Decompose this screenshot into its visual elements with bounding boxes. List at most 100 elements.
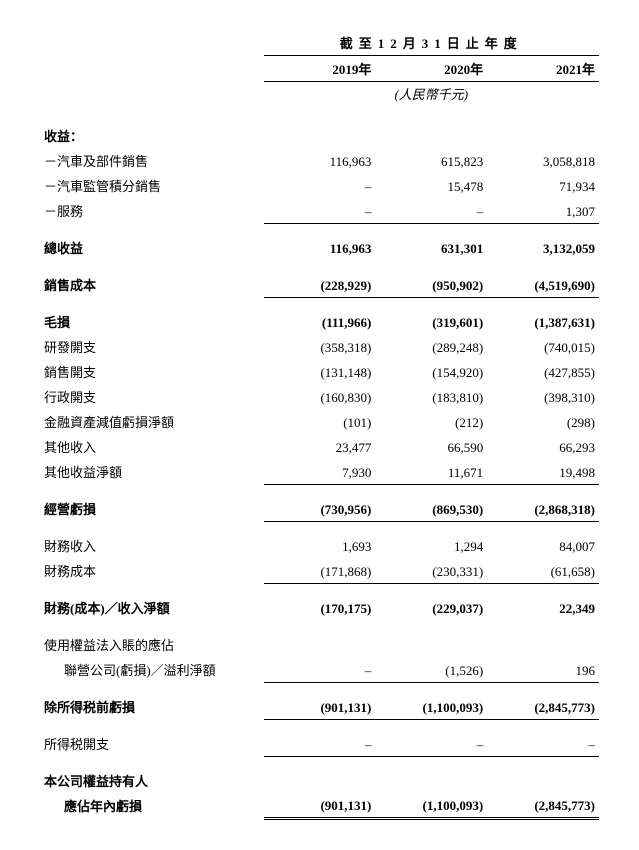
- table-row: 其他收益淨額7,93011,67119,498: [40, 459, 599, 484]
- row-value: (730,956): [264, 496, 376, 521]
- row-value: (170,175): [264, 595, 376, 620]
- row-label: －汽車監管積分銷售: [40, 173, 264, 198]
- table-row: [40, 583, 599, 595]
- period-title: 截至12月31日止年度: [264, 30, 599, 56]
- table-header: 截至12月31日止年度 2019年 2020年 2021年 (人民幣千元): [40, 30, 599, 111]
- row-value: (171,868): [264, 558, 376, 583]
- row-value: (1,387,631): [487, 309, 599, 334]
- row-value: (901,131): [264, 793, 376, 818]
- row-value: (2,845,773): [487, 694, 599, 719]
- row-label: 所得税開支: [40, 731, 264, 756]
- table-row: －汽車監管積分銷售–15,47871,934: [40, 173, 599, 198]
- table-row: 研發開支(358,318)(289,248)(740,015): [40, 334, 599, 359]
- row-value: 196: [487, 657, 599, 682]
- currency-unit: (人民幣千元): [264, 82, 599, 112]
- row-value: (319,601): [375, 309, 487, 334]
- table-row: －汽車及部件銷售116,963615,8233,058,818: [40, 148, 599, 173]
- row-value: –: [375, 731, 487, 756]
- row-value: 615,823: [375, 148, 487, 173]
- table-row: 所得税開支–––: [40, 731, 599, 756]
- row-value: (228,929): [264, 272, 376, 297]
- table-row: [40, 297, 599, 309]
- row-value: (901,131): [264, 694, 376, 719]
- row-value: 66,590: [375, 434, 487, 459]
- row-label: 應佔年內虧損: [40, 793, 264, 818]
- table-row: 除所得税前虧損(901,131)(1,100,093)(2,845,773): [40, 694, 599, 719]
- row-value: 116,963: [264, 235, 376, 260]
- row-label: 經營虧損: [40, 496, 264, 521]
- row-value: (61,658): [487, 558, 599, 583]
- table-row: 本公司權益持有人: [40, 768, 599, 793]
- row-label: 研發開支: [40, 334, 264, 359]
- row-value: [375, 768, 487, 793]
- row-label: 本公司權益持有人: [40, 768, 264, 793]
- table-row: 銷售成本(228,929)(950,902)(4,519,690): [40, 272, 599, 297]
- row-value: 7,930: [264, 459, 376, 484]
- row-value: 11,671: [375, 459, 487, 484]
- table-row: 財務收入1,6931,29484,007: [40, 533, 599, 558]
- table-row: 應佔年內虧損(901,131)(1,100,093)(2,845,773): [40, 793, 599, 818]
- row-value: 84,007: [487, 533, 599, 558]
- row-value: 19,498: [487, 459, 599, 484]
- row-label: 使用權益法入賬的應佔: [40, 632, 264, 657]
- row-value: 116,963: [264, 148, 376, 173]
- row-value: –: [264, 173, 376, 198]
- row-value: 71,934: [487, 173, 599, 198]
- row-value: (298): [487, 409, 599, 434]
- row-value: [487, 123, 599, 148]
- row-label: 財務收入: [40, 533, 264, 558]
- table-row: [40, 484, 599, 496]
- table-row: [40, 521, 599, 533]
- table-row: [40, 111, 599, 123]
- row-label: 行政開支: [40, 384, 264, 409]
- row-value: (4,519,690): [487, 272, 599, 297]
- row-label: －汽車及部件銷售: [40, 148, 264, 173]
- table-row: －服務––1,307: [40, 198, 599, 223]
- row-value: (101): [264, 409, 376, 434]
- row-value: [264, 123, 376, 148]
- row-value: (1,100,093): [375, 793, 487, 818]
- table-row: 經營虧損(730,956)(869,530)(2,868,318): [40, 496, 599, 521]
- row-label: 財務成本: [40, 558, 264, 583]
- row-value: –: [264, 198, 376, 223]
- row-value: 23,477: [264, 434, 376, 459]
- row-label: 毛損: [40, 309, 264, 334]
- table-row: [40, 223, 599, 235]
- row-value: (131,148): [264, 359, 376, 384]
- table-row: [40, 682, 599, 694]
- row-value: (289,248): [375, 334, 487, 359]
- row-value: 1,693: [264, 533, 376, 558]
- row-label: 收益：: [40, 123, 264, 148]
- row-value: (183,810): [375, 384, 487, 409]
- row-value: (950,902): [375, 272, 487, 297]
- row-value: [375, 632, 487, 657]
- row-value: (160,830): [264, 384, 376, 409]
- row-label: 銷售成本: [40, 272, 264, 297]
- row-label: 金融資產減值虧損淨額: [40, 409, 264, 434]
- table-row: 財務(成本)／收入淨額(170,175)(229,037)22,349: [40, 595, 599, 620]
- row-value: (229,037): [375, 595, 487, 620]
- row-value: (869,530): [375, 496, 487, 521]
- table-row: [40, 260, 599, 272]
- year-2020-header: 2020年: [375, 56, 487, 82]
- year-2019-header: 2019年: [264, 56, 376, 82]
- row-label: 財務(成本)／收入淨額: [40, 595, 264, 620]
- row-label: 總收益: [40, 235, 264, 260]
- table-row: 財務成本(171,868)(230,331)(61,658): [40, 558, 599, 583]
- row-value: [487, 632, 599, 657]
- row-value: –: [264, 657, 376, 682]
- row-value: [487, 768, 599, 793]
- table-row: 其他收入23,47766,59066,293: [40, 434, 599, 459]
- row-value: 3,132,059: [487, 235, 599, 260]
- year-2021-header: 2021年: [487, 56, 599, 82]
- table-row: 毛損(111,966)(319,601)(1,387,631): [40, 309, 599, 334]
- row-value: [264, 768, 376, 793]
- row-value: (1,100,093): [375, 694, 487, 719]
- row-value: (427,855): [487, 359, 599, 384]
- row-value: –: [487, 731, 599, 756]
- row-label: 除所得税前虧損: [40, 694, 264, 719]
- table-row: 銷售開支(131,148)(154,920)(427,855): [40, 359, 599, 384]
- row-value: (2,868,318): [487, 496, 599, 521]
- table-row: 行政開支(160,830)(183,810)(398,310): [40, 384, 599, 409]
- table-row: [40, 620, 599, 632]
